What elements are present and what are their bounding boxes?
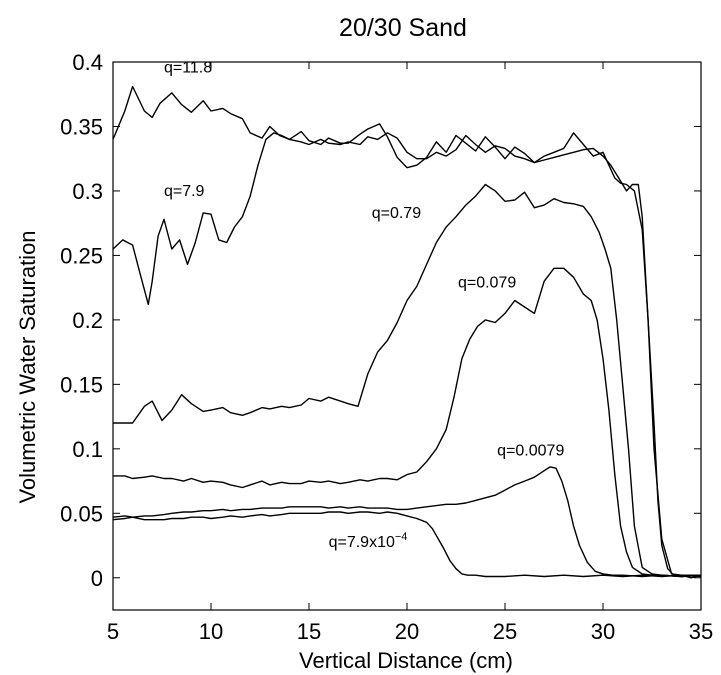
series-annotation-5: q=0.0079 (497, 442, 564, 459)
series-line-6 (112, 511, 702, 578)
series-annotation-4: q=0.079 (458, 275, 516, 292)
x-tick-label: 20 (395, 619, 419, 644)
y-tick-label: 0.3 (72, 179, 103, 204)
series-line-1 (112, 85, 702, 579)
y-tick-label: 0 (91, 566, 103, 591)
y-tick-label: 0.25 (60, 243, 103, 268)
y-tick-label: 0.05 (60, 501, 103, 526)
x-tick-label: 10 (199, 619, 223, 644)
series-line-4 (113, 267, 702, 578)
series-annotation-3: q=0.79 (372, 205, 421, 222)
series-annotation-1: q=11.8 (164, 59, 212, 76)
y-tick-label: 0.1 (72, 437, 103, 462)
x-tick-label: 5 (107, 619, 119, 644)
x-tick-label: 35 (689, 619, 713, 644)
x-axis-label: Vertical Distance (cm) (299, 648, 513, 673)
chart-title: 20/30 Sand (339, 14, 467, 42)
plot-area: 5 10 15 20 25 30 35 0 0.05 0.1 0.15 0.2 0.25 0.3 0.35 0… (60, 50, 713, 644)
series-line-2 (112, 132, 701, 576)
y-tick-label: 0.2 (72, 308, 103, 333)
y-tick-label: 0.15 (60, 372, 103, 397)
series-line-5 (112, 466, 702, 578)
series-line-3 (113, 183, 702, 578)
series-annotation-2: q=7.9 (164, 183, 205, 200)
plot-frame (112, 61, 702, 611)
x-tick-label: 25 (493, 619, 517, 644)
y-tick-label: 0.4 (72, 50, 103, 75)
x-tick-label: 15 (297, 619, 321, 644)
y-axis-label: Volumetric Water Saturation (15, 230, 40, 503)
x-tick-label: 30 (591, 619, 615, 644)
series-annotation-6: q=7.9x10−4 (329, 531, 408, 551)
y-tick-label: 0.35 (60, 114, 103, 139)
